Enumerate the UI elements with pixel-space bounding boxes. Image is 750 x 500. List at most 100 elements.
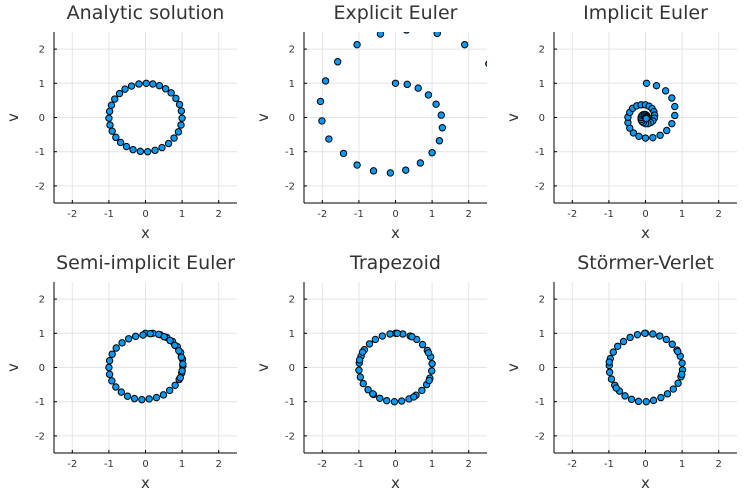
y-tick-label: -1 (535, 397, 545, 408)
data-point (115, 89, 124, 98)
data-point (358, 348, 367, 356)
data-point (418, 386, 426, 395)
data-point (403, 32, 410, 34)
data-point (383, 396, 391, 405)
data-point (152, 393, 161, 402)
scatter-points (624, 79, 679, 142)
data-point (668, 94, 676, 102)
y-tick-label: -2 (535, 431, 545, 442)
data-point (175, 347, 183, 355)
subplot-title: Störmer-Verlet (577, 252, 714, 274)
y-tick-label: 2 (39, 295, 45, 306)
data-point (641, 134, 650, 142)
data-point (143, 148, 152, 156)
data-point (674, 347, 682, 356)
data-point (369, 167, 378, 175)
subplot-3: -2 -1 0 1 2 -2 -1 0 1 2 Semi-implicit Euler x v (4, 252, 237, 492)
y-tick-label: 2 (289, 295, 295, 306)
data-point (428, 360, 436, 368)
data-point (403, 80, 411, 89)
data-point (117, 388, 126, 396)
data-point (359, 379, 367, 388)
y-tick-label: 0 (539, 363, 545, 374)
y-tick-label: 0 (539, 113, 545, 124)
x-axis-label: x (141, 474, 150, 492)
data-point (107, 101, 116, 109)
data-point (167, 89, 175, 97)
y-axis-label: v (504, 113, 522, 122)
data-point (355, 356, 364, 364)
data-point (671, 111, 679, 120)
data-point (165, 386, 174, 395)
data-point (612, 384, 620, 392)
data-point (414, 84, 422, 92)
x-tick-label: -2 (567, 209, 577, 220)
y-axis-label: v (254, 113, 272, 122)
data-point (118, 339, 126, 347)
data-point (438, 124, 447, 132)
data-point (386, 330, 394, 338)
data-point (353, 40, 361, 49)
data-point (369, 390, 377, 398)
data-point (656, 131, 664, 139)
data-point (668, 340, 676, 348)
x-tick-label: -2 (317, 459, 327, 470)
data-point (166, 336, 174, 345)
data-point (428, 367, 436, 375)
data-point (353, 161, 361, 169)
data-point (649, 330, 657, 338)
data-point (416, 159, 425, 167)
data-point (177, 121, 185, 129)
x-tick-label: -2 (567, 459, 577, 470)
x-tick-label: -1 (354, 459, 364, 470)
data-point (105, 114, 113, 122)
x-tick-label: 1 (679, 459, 685, 470)
data-point (172, 94, 180, 103)
x-axis-label: x (391, 474, 400, 492)
x-tick-label: -1 (604, 459, 614, 470)
data-point (391, 79, 400, 88)
subplot-5: -2 -1 0 1 2 -2 -1 0 1 2 Störmer-Verlet x v (504, 252, 737, 492)
subplot-1: -2 -1 0 1 2 -2 -1 0 1 2 Explicit Euler x v (254, 2, 487, 242)
x-tick-label: 0 (642, 459, 648, 470)
data-point (321, 77, 330, 85)
data-point (155, 81, 164, 90)
data-point (418, 340, 427, 349)
data-point (663, 390, 672, 398)
data-point (671, 102, 679, 111)
x-tick-label: -2 (67, 209, 77, 220)
data-point (170, 134, 178, 142)
data-point (112, 383, 120, 391)
data-point (652, 81, 661, 90)
data-point (663, 126, 671, 135)
y-tick-label: 0 (289, 113, 295, 124)
data-point (371, 335, 380, 344)
data-point (656, 332, 664, 340)
data-point (678, 359, 686, 367)
data-point (605, 358, 613, 366)
x-tick-label: 2 (216, 459, 222, 470)
data-point (178, 367, 186, 375)
y-tick-label: -2 (285, 431, 295, 442)
data-point (662, 335, 671, 344)
data-point (112, 133, 120, 142)
data-point (161, 85, 170, 93)
x-tick-label: 2 (716, 459, 722, 470)
y-tick-label: -1 (535, 147, 545, 158)
y-tick-label: 0 (39, 363, 45, 374)
data-point (376, 394, 384, 402)
y-tick-label: -2 (285, 181, 295, 192)
data-point (678, 370, 686, 379)
data-point (649, 396, 658, 405)
data-point (626, 333, 634, 342)
data-point (378, 332, 387, 340)
data-point (151, 146, 159, 155)
data-point (410, 393, 418, 401)
data-point (138, 395, 146, 404)
data-point (674, 379, 682, 387)
data-point (402, 166, 410, 174)
data-point (108, 350, 116, 358)
data-point (390, 398, 399, 406)
x-tick-label: 1 (679, 209, 685, 220)
